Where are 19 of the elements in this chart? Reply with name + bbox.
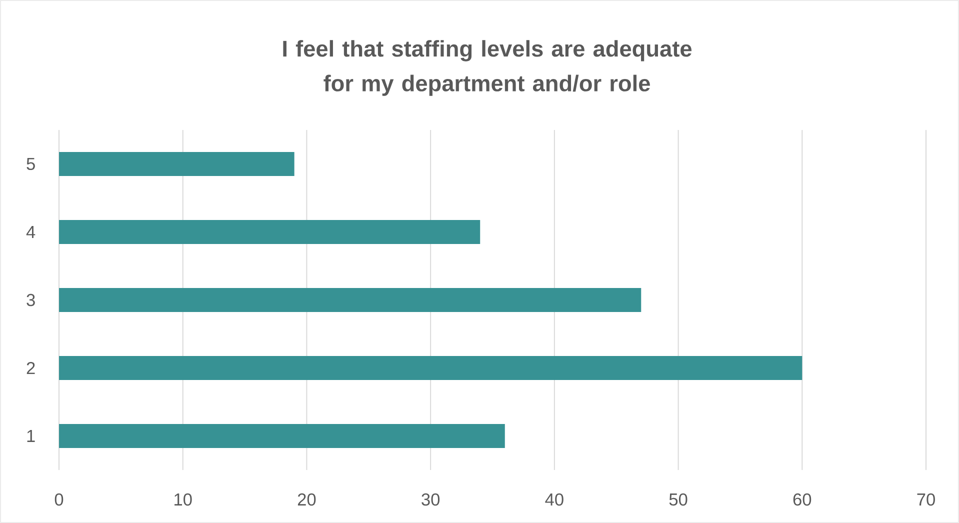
bar bbox=[59, 356, 802, 380]
x-tick-label: 30 bbox=[422, 493, 440, 506]
y-tick-label: 5 bbox=[26, 158, 35, 170]
x-tick-label: 40 bbox=[545, 493, 564, 506]
x-tick-label: 10 bbox=[174, 493, 192, 506]
x-tick-label: 60 bbox=[793, 493, 812, 506]
x-tick-label: 50 bbox=[669, 493, 688, 506]
y-tick-label: 3 bbox=[26, 294, 35, 306]
y-tick-label: 4 bbox=[26, 226, 36, 238]
y-tick-label: 1 bbox=[27, 430, 35, 442]
y-tick-label: 2 bbox=[26, 362, 35, 374]
bar bbox=[59, 220, 480, 244]
x-tick-label: 70 bbox=[917, 493, 935, 506]
x-tick-label: 20 bbox=[298, 493, 316, 506]
bar bbox=[59, 424, 505, 448]
chart-title: I feel that staffing levels are adequate for my department and/or role bbox=[283, 40, 692, 96]
bar bbox=[59, 288, 642, 312]
bar bbox=[59, 152, 294, 176]
x-tick-label: 0 bbox=[54, 493, 64, 506]
